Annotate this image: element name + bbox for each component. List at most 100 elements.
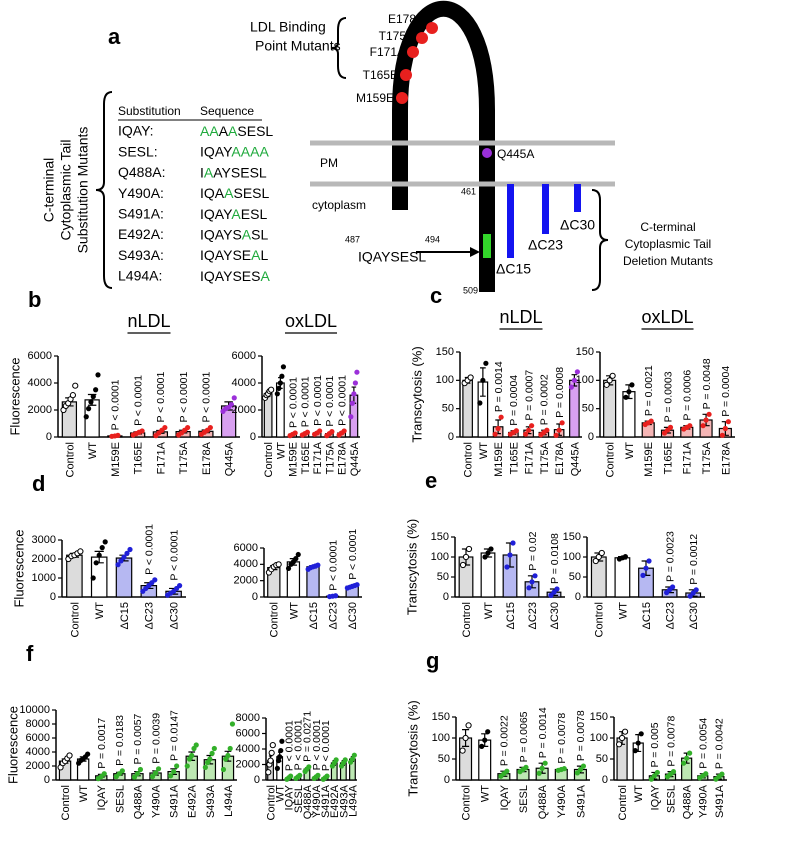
- x-tick-label: IQAY: [96, 784, 108, 810]
- data-point: [315, 772, 321, 778]
- data-point: [277, 380, 283, 386]
- data-point: [137, 766, 144, 773]
- bar-chart: 0 50 100 150 Control WT IQAY P = 0.005 SESL P = 0…: [590, 711, 727, 820]
- data-point: [568, 384, 574, 390]
- x-tick-label: Control: [460, 785, 472, 820]
- data-point: [638, 731, 644, 737]
- y-tick-label: 50: [596, 753, 608, 765]
- data-point: [603, 381, 610, 388]
- y-tick-label: 6000: [28, 350, 52, 362]
- p-value: P < 0.0001: [284, 720, 296, 771]
- p-value: P < 0.0001: [336, 375, 348, 426]
- y-tick-label: 8000: [236, 712, 260, 724]
- data-point: [606, 377, 613, 384]
- y-tick-label: 2000: [26, 760, 50, 772]
- x-tick-label: ΔC23: [328, 602, 340, 630]
- x-tick-label: Control: [463, 442, 475, 477]
- mutant-label: M159E: [356, 91, 394, 105]
- data-point: [118, 558, 124, 564]
- x-tick-label: E178A: [720, 441, 732, 475]
- y-tick-label: 0: [254, 774, 260, 786]
- data-point: [482, 554, 488, 560]
- p-value: P = 0.0078: [556, 713, 568, 764]
- x-tick-label: IQAY: [649, 784, 661, 810]
- p-value: P < 0.0001: [132, 375, 144, 426]
- x-tick-label: F171A: [312, 441, 324, 474]
- x-tick-label: IQAY: [499, 784, 511, 810]
- substitution-sequence: IAAYSESL: [200, 164, 267, 180]
- tail-segment: [483, 234, 491, 258]
- data-point: [268, 386, 275, 393]
- data-point: [139, 428, 145, 434]
- deletion-bar: [574, 184, 581, 212]
- p-value: P < 0.0001: [144, 524, 156, 575]
- deletion-label: ΔC15: [496, 261, 531, 277]
- bar-chart: 0 2000 4000 6000 8000 10000 Control WT IQAY P = 0…: [5, 641, 237, 820]
- x-tick-label: WT: [617, 602, 629, 619]
- p-value: P = 0.0147: [168, 710, 180, 761]
- p-value: P < 0.0001: [287, 377, 299, 428]
- x-tick-label: Control: [269, 602, 281, 637]
- substitution-name: SESL:: [118, 143, 158, 159]
- data-point: [623, 394, 629, 400]
- data-point: [202, 764, 208, 771]
- y-tick-label: 100: [436, 374, 454, 386]
- y-tick-label: 4000: [234, 558, 258, 570]
- data-point: [462, 734, 469, 742]
- data-point: [536, 770, 542, 776]
- y-tick-label: 4000: [232, 377, 256, 389]
- data-point: [352, 380, 358, 386]
- residue-label: 487: [345, 234, 360, 244]
- data-point: [162, 424, 168, 431]
- substitution-title: Cytoplasmic Tail: [58, 140, 74, 241]
- data-point: [66, 752, 73, 759]
- data-point: [670, 584, 676, 590]
- panel-letter: g: [426, 648, 439, 673]
- p-value: P = 0.0004: [508, 375, 520, 426]
- data-point: [279, 738, 285, 744]
- p-value: P = 0.0014: [493, 361, 505, 412]
- data-point: [542, 760, 548, 766]
- y-tick-label: 2000: [28, 404, 52, 416]
- data-point: [124, 550, 130, 556]
- data-point: [485, 729, 491, 735]
- mutation-dot: [416, 32, 428, 44]
- bar-chart: 0 50 100 150 Control WT IQAY P = 0.0022 SESL P = …: [405, 648, 590, 820]
- x-tick-label: Control: [594, 602, 606, 637]
- data-point: [670, 769, 677, 775]
- x-tick-label: SESL: [293, 785, 305, 813]
- x-tick-label: Control: [64, 442, 76, 477]
- y-tick-label: 8000: [26, 718, 50, 730]
- data-point: [90, 393, 96, 400]
- p-value: P = 0.0054: [698, 718, 710, 769]
- p-value: P = 0.0012: [688, 534, 700, 585]
- x-tick-label: M159E: [493, 442, 505, 477]
- data-point: [556, 427, 562, 433]
- p-value: P = 0.0271: [302, 711, 314, 762]
- p-value: P = 0.0023: [664, 531, 676, 582]
- y-tick-label: 0: [443, 591, 449, 603]
- data-point: [488, 546, 494, 552]
- y-tick-label: 4000: [236, 743, 260, 755]
- x-tick-label: WT: [94, 602, 106, 619]
- x-tick-label: WT: [275, 442, 287, 459]
- mutant-label: E178A: [388, 12, 424, 26]
- substitution-sequence: IQAYAESL: [200, 206, 267, 222]
- x-tick-label: WT: [288, 602, 300, 619]
- data-point: [482, 737, 488, 743]
- x-tick-label: SESL: [518, 785, 530, 813]
- substitution-sequence: IQAYAAAA: [200, 143, 269, 159]
- panel-letter: d: [32, 471, 45, 496]
- data-point: [523, 764, 529, 771]
- x-tick-label: T165E: [133, 442, 145, 474]
- x-tick-label: S493A: [205, 784, 217, 818]
- data-point: [174, 763, 180, 769]
- data-point: [88, 399, 94, 405]
- x-tick-label: Control: [617, 785, 629, 820]
- data-point: [574, 369, 580, 375]
- brace: [331, 17, 347, 79]
- data-point: [651, 773, 657, 779]
- panel-letter: e: [425, 468, 437, 493]
- data-point: [592, 557, 599, 565]
- y-tick-label: 2000: [234, 575, 258, 587]
